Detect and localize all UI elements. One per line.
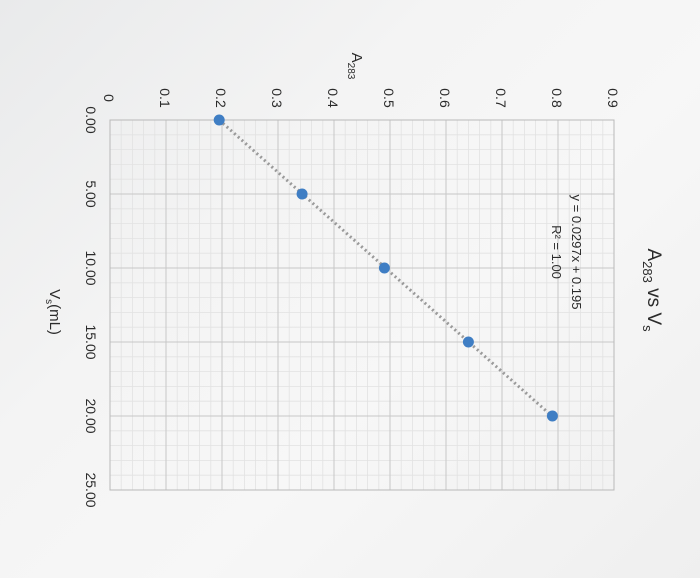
x-tick-labels: 0.00 5.00 10.00 15.00 20.00 25.00: [83, 106, 99, 507]
data-point: [462, 336, 474, 348]
y-tick-label: 0.5: [381, 88, 397, 108]
chart-title: A283 vs Vs: [640, 248, 664, 332]
data-points: [213, 114, 558, 422]
y-tick-label: 0.7: [493, 88, 509, 108]
minor-gridlines: [109, 119, 615, 491]
x-tick-label: 5.00: [83, 180, 99, 207]
trendline-equation: y = 0.0297x + 0.195: [569, 195, 584, 310]
trendline-r-squared: R² = 1.00: [549, 225, 564, 279]
x-axis-title: Vs(mL): [43, 289, 63, 335]
x-tick-label: 25.00: [83, 472, 99, 507]
x-tick-label: 20.00: [83, 398, 99, 433]
y-tick-label: 0.2: [213, 88, 229, 108]
trendline: [218, 118, 553, 418]
y-tick-labels: 0 0.1 0.2 0.3 0.4 0.5 0.6 0.7 0.8 0.9: [101, 88, 621, 108]
y-axis-title: A283: [345, 53, 365, 80]
data-point: [296, 188, 308, 200]
x-tick-label: 0.00: [83, 106, 99, 133]
y-tick-label: 0.3: [269, 88, 285, 108]
y-tick-label: 0.4: [325, 88, 341, 108]
data-point: [378, 262, 390, 274]
y-tick-label: 0.8: [549, 88, 565, 108]
data-point: [213, 114, 225, 126]
x-tick-label: 15.00: [83, 324, 99, 359]
x-tick-label: 10.00: [83, 250, 99, 285]
major-gridlines: [109, 119, 615, 491]
y-tick-label: 0: [101, 94, 117, 102]
data-point: [546, 410, 558, 422]
y-tick-label: 0.6: [437, 88, 453, 108]
y-tick-label: 0.1: [157, 88, 173, 108]
plot-area-border: [109, 119, 615, 491]
y-tick-label: 0.9: [605, 88, 621, 108]
